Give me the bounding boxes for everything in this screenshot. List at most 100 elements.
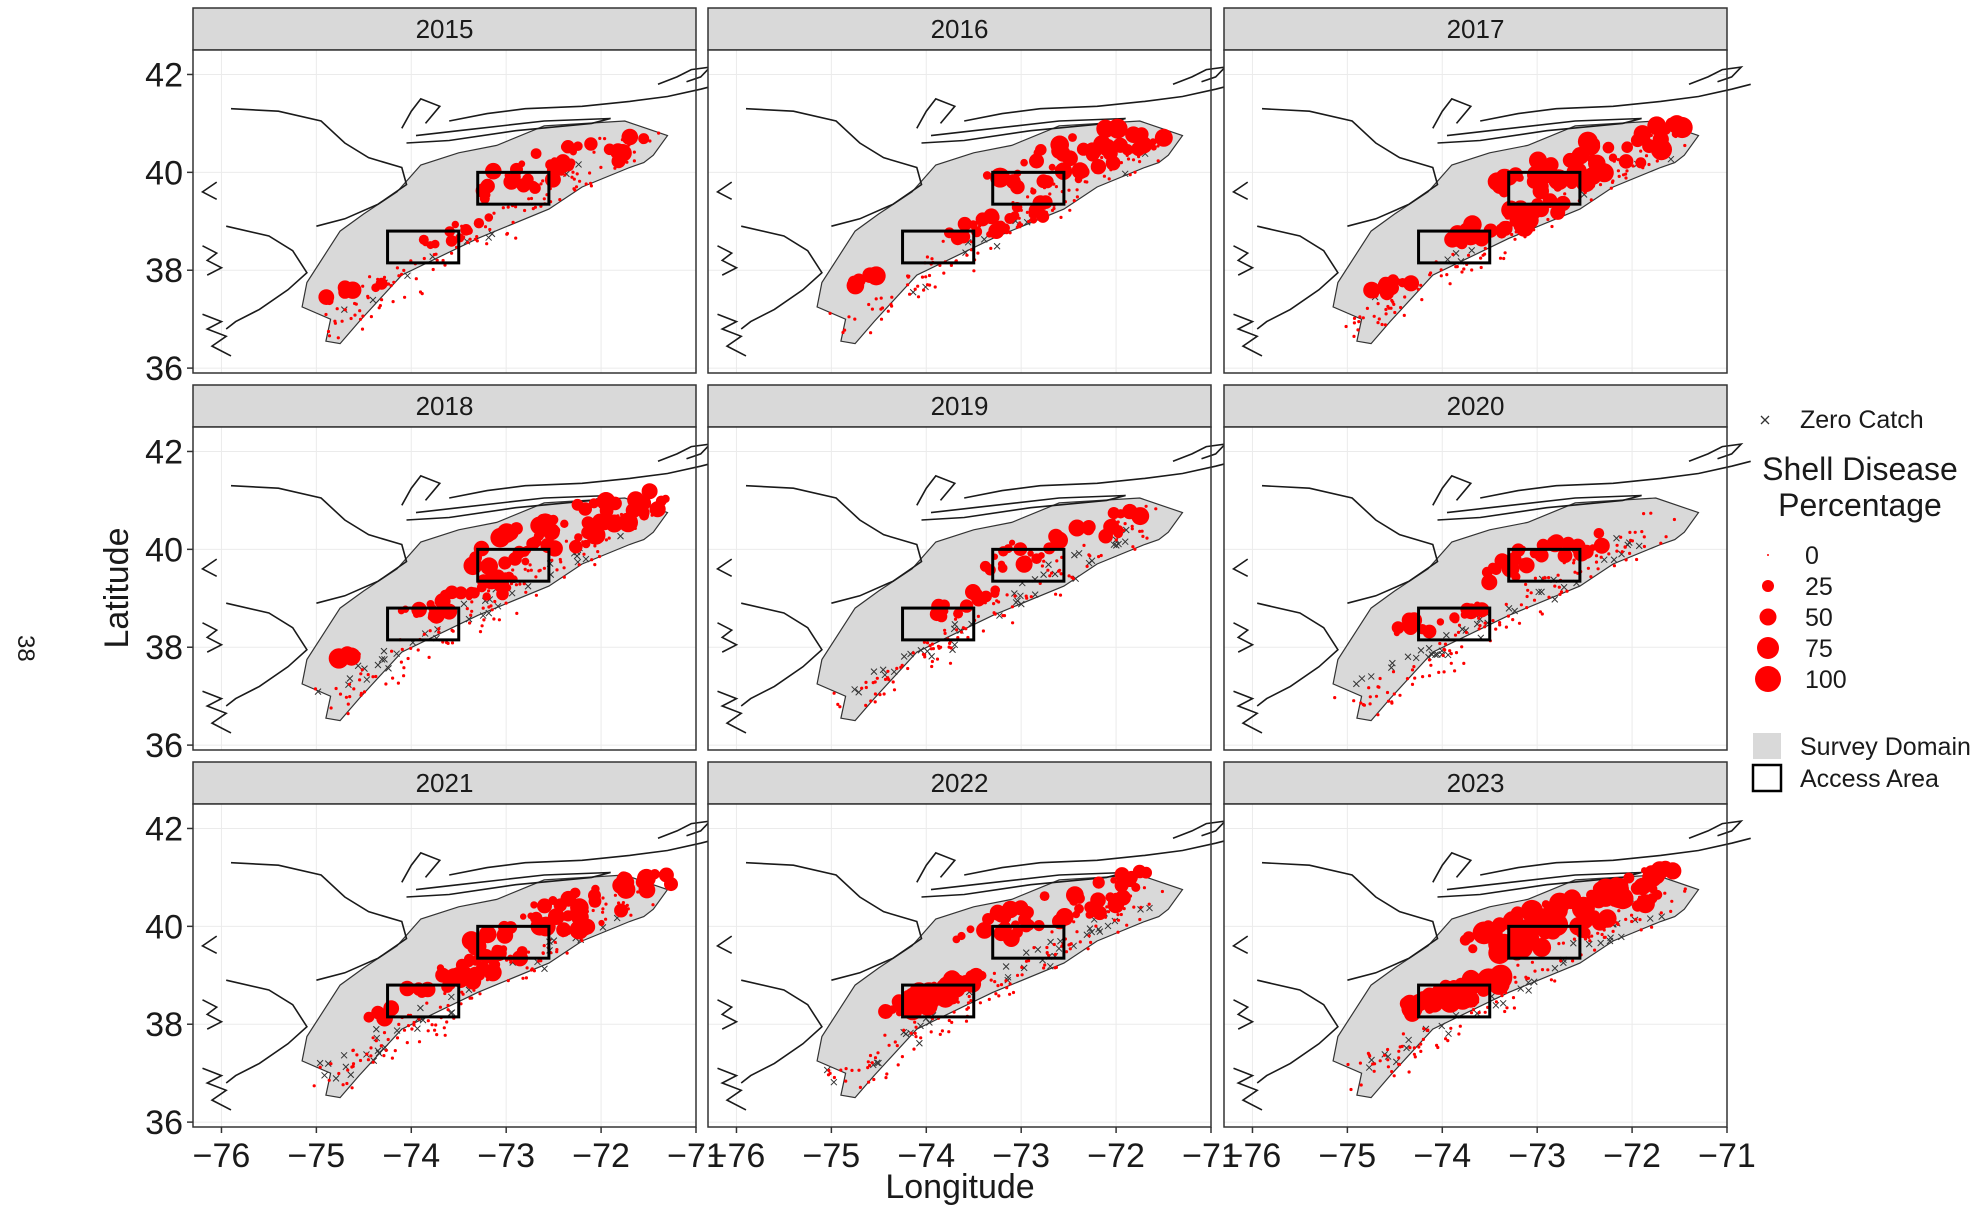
zero-catch-point bbox=[1617, 933, 1625, 941]
disease-point bbox=[964, 1019, 969, 1023]
coastline bbox=[1233, 245, 1255, 276]
zero-catch-point bbox=[1458, 625, 1466, 633]
disease-point bbox=[916, 295, 921, 299]
coastline bbox=[916, 97, 957, 129]
disease-point bbox=[1390, 1070, 1394, 1074]
disease-point bbox=[1008, 992, 1012, 996]
disease-point bbox=[1640, 530, 1644, 534]
disease-point bbox=[393, 1049, 397, 1053]
disease-point bbox=[1378, 676, 1382, 681]
disease-point bbox=[1526, 588, 1530, 592]
disease-point bbox=[601, 907, 605, 911]
disease-point bbox=[441, 258, 445, 263]
access-area-key bbox=[1751, 763, 1783, 793]
disease-point bbox=[520, 913, 527, 920]
disease-point bbox=[1114, 867, 1130, 882]
disease-point bbox=[651, 903, 655, 907]
disease-point bbox=[1386, 1058, 1390, 1062]
disease-point bbox=[405, 1041, 409, 1045]
disease-point bbox=[402, 268, 406, 272]
disease-point bbox=[503, 571, 515, 582]
disease-point bbox=[529, 196, 534, 201]
disease-point bbox=[632, 150, 637, 154]
disease-point bbox=[591, 884, 600, 894]
disease-point bbox=[542, 566, 547, 570]
zero-catch-point bbox=[385, 665, 392, 672]
disease-point bbox=[391, 300, 395, 304]
disease-point bbox=[1504, 212, 1512, 220]
disease-point bbox=[1050, 930, 1054, 934]
disease-point bbox=[498, 556, 512, 570]
disease-point bbox=[1100, 155, 1104, 160]
disease-point bbox=[961, 626, 966, 630]
disease-point bbox=[1408, 1046, 1412, 1050]
disease-point bbox=[601, 910, 605, 914]
disease-point bbox=[1133, 547, 1137, 551]
disease-point bbox=[1630, 919, 1634, 924]
coastline bbox=[230, 107, 408, 227]
coastline bbox=[740, 602, 823, 707]
disease-point bbox=[465, 607, 469, 611]
access-area bbox=[901, 606, 976, 642]
disease-point bbox=[1054, 592, 1058, 596]
disease-point bbox=[478, 925, 497, 944]
coastline bbox=[1261, 861, 1439, 981]
coastline bbox=[202, 245, 224, 276]
disease-point bbox=[422, 256, 426, 261]
disease-point bbox=[1131, 507, 1150, 526]
disease-point bbox=[1115, 889, 1131, 906]
disease-point bbox=[896, 1063, 900, 1067]
disease-point bbox=[1646, 893, 1658, 904]
disease-point bbox=[1089, 940, 1093, 945]
zero-catch-point bbox=[1417, 647, 1425, 654]
disease-point bbox=[1550, 224, 1554, 229]
disease-point bbox=[570, 175, 574, 179]
disease-point bbox=[524, 590, 528, 594]
disease-point bbox=[588, 171, 592, 175]
disease-point bbox=[1483, 621, 1487, 625]
zero-catch-point bbox=[1121, 538, 1129, 546]
disease-point bbox=[1602, 141, 1615, 154]
zero-catch-point bbox=[996, 612, 1003, 619]
disease-point bbox=[438, 1005, 442, 1009]
disease-point bbox=[919, 1036, 923, 1040]
disease-point bbox=[930, 664, 934, 669]
page-number: 38 bbox=[12, 635, 39, 662]
disease-point bbox=[371, 675, 375, 679]
disease-point bbox=[352, 687, 356, 691]
zero-catch-point bbox=[524, 582, 532, 590]
zero-catch-point bbox=[375, 1049, 383, 1057]
disease-point bbox=[1386, 1047, 1390, 1052]
disease-point bbox=[1039, 891, 1050, 901]
zero-catch-point bbox=[879, 666, 887, 674]
disease-point bbox=[1494, 1000, 1498, 1004]
disease-point bbox=[380, 298, 384, 302]
coastline bbox=[717, 245, 739, 276]
disease-point bbox=[992, 971, 997, 976]
disease-point bbox=[1478, 624, 1482, 628]
disease-point bbox=[989, 246, 993, 250]
disease-point bbox=[895, 666, 899, 671]
disease-point bbox=[1611, 929, 1615, 934]
disease-point bbox=[920, 275, 925, 279]
disease-point bbox=[867, 1080, 871, 1084]
disease-point bbox=[1468, 944, 1478, 954]
x-axes: −76 −75 −74 −73 −72 −71−76 −75 −74 −73 −72 −71−76−… bbox=[193, 1127, 1756, 1175]
zero-catch-point bbox=[1443, 631, 1450, 639]
disease-point bbox=[953, 617, 958, 621]
disease-point bbox=[533, 205, 538, 209]
facet-panel-2017: 2017 bbox=[1223, 7, 1751, 374]
disease-point bbox=[577, 563, 581, 567]
disease-point bbox=[935, 657, 940, 661]
size-key bbox=[1767, 554, 1769, 556]
disease-point bbox=[844, 1079, 848, 1083]
disease-point bbox=[416, 648, 420, 652]
facet-strip bbox=[707, 761, 1212, 805]
disease-point bbox=[883, 677, 888, 682]
disease-point bbox=[1516, 963, 1520, 967]
disease-point bbox=[468, 621, 472, 625]
disease-point bbox=[1529, 151, 1547, 170]
disease-point bbox=[1483, 625, 1487, 629]
disease-point bbox=[1599, 555, 1603, 559]
disease-point bbox=[450, 641, 455, 645]
